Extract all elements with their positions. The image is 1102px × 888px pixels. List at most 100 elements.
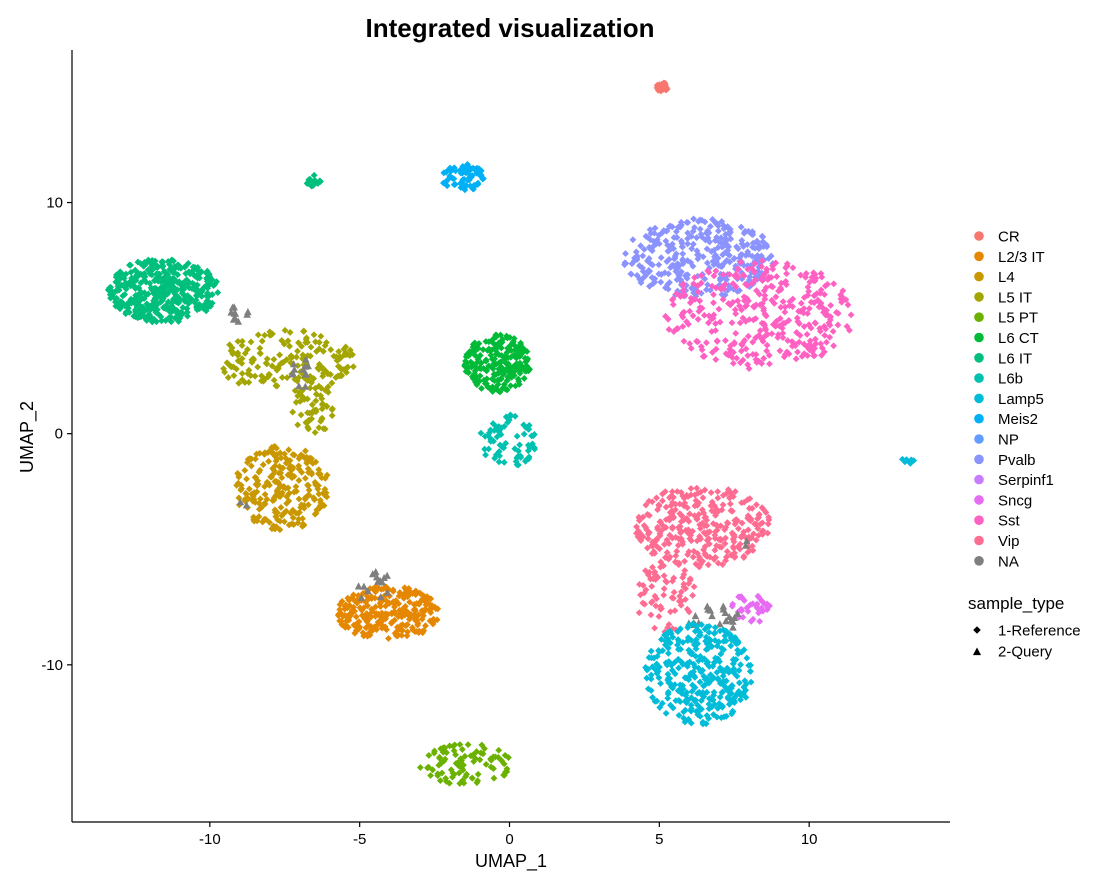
legend-label: Meis2 xyxy=(998,411,1038,428)
shape-legend-marker xyxy=(973,626,981,634)
point-l6-it xyxy=(153,264,161,271)
point-sst xyxy=(834,310,842,317)
point-l6-it xyxy=(184,292,192,299)
point-l6-it xyxy=(137,308,145,315)
point-sst xyxy=(694,315,702,323)
point-l2-3-it xyxy=(426,617,434,625)
point-lamp5 xyxy=(698,621,705,629)
point-sst xyxy=(698,346,706,354)
point-vip xyxy=(675,523,683,531)
point-sst xyxy=(731,306,739,314)
point-vip xyxy=(672,552,680,560)
point-l4 xyxy=(253,488,261,496)
point-l6-it xyxy=(175,298,183,306)
point-lamp5 xyxy=(743,654,751,662)
legend-item-l6-it: L6 IT xyxy=(974,350,1032,367)
point-lamp5 xyxy=(697,697,705,705)
point-lamp5 xyxy=(643,666,651,674)
point-pvalb xyxy=(746,273,754,281)
point-l6-ct xyxy=(479,346,487,353)
point-l2-3-it xyxy=(358,606,366,614)
point-vip xyxy=(651,624,658,632)
point-l2-3-it xyxy=(414,621,422,629)
point-vip xyxy=(648,498,656,506)
point-l5-it xyxy=(319,401,326,409)
point-vip xyxy=(669,577,676,585)
point-sst xyxy=(756,301,764,309)
point-vip xyxy=(714,559,722,567)
point-sst xyxy=(673,325,681,333)
point-sst xyxy=(738,340,745,348)
point-na xyxy=(230,303,238,311)
x-tick-label: 0 xyxy=(505,831,513,848)
point-meis2 xyxy=(479,175,487,183)
point-l4 xyxy=(290,472,298,480)
point-l4 xyxy=(277,464,284,472)
point-sst xyxy=(839,287,847,295)
point-vip xyxy=(731,554,739,561)
point-l6-it xyxy=(169,287,177,295)
point-l5-it xyxy=(327,346,335,354)
point-lamp5 xyxy=(720,677,728,685)
point-l5-it xyxy=(317,332,325,340)
point-pvalb xyxy=(763,241,770,249)
point-l6-it xyxy=(190,281,198,289)
point-l2-3-it xyxy=(345,596,353,604)
point-vip xyxy=(635,517,643,524)
point-pvalb xyxy=(647,236,654,244)
point-pvalb xyxy=(667,244,675,252)
point-l2-3-it xyxy=(389,586,397,594)
point-l6-it xyxy=(167,318,175,326)
point-vip xyxy=(681,557,688,565)
point-vip xyxy=(755,531,763,539)
point-l6b xyxy=(500,458,508,466)
point-pvalb xyxy=(758,252,765,260)
point-sst xyxy=(795,338,803,346)
point-l4 xyxy=(308,470,316,478)
point-l4 xyxy=(293,487,300,495)
point-pvalb xyxy=(707,223,714,230)
point-l2-3-it xyxy=(368,627,376,634)
point-l5-it xyxy=(318,405,326,413)
point-l6-ct xyxy=(492,360,500,368)
point-vip xyxy=(654,506,661,514)
legend-swatch xyxy=(974,251,984,262)
point-l2-3-it xyxy=(403,621,411,628)
point-meis2 xyxy=(450,164,458,172)
point-vip xyxy=(675,597,683,605)
point-pvalb xyxy=(629,236,637,244)
point-lamp5 xyxy=(714,675,722,683)
point-pvalb xyxy=(645,255,653,262)
point-vip xyxy=(678,512,686,520)
point-l6-ct xyxy=(497,344,505,352)
point-cr xyxy=(653,84,661,92)
point-vip xyxy=(662,577,670,585)
point-l5-pt xyxy=(490,774,498,782)
legend-label: NA xyxy=(998,553,1019,570)
point-lamp5 xyxy=(705,705,713,713)
point-l6-it xyxy=(191,285,199,293)
point-vip xyxy=(661,488,669,496)
point-l5-it xyxy=(223,359,231,367)
point-sst xyxy=(800,323,808,330)
point-l6-ct xyxy=(488,346,496,354)
point-l6-it xyxy=(161,267,168,275)
point-l5-pt xyxy=(462,773,469,780)
point-lamp5 xyxy=(682,692,690,699)
cluster-lamp5-22 xyxy=(642,620,755,728)
point-l6b xyxy=(513,432,521,440)
point-na xyxy=(301,362,309,370)
point-l2-3-it xyxy=(396,606,404,614)
point-sst xyxy=(758,257,766,265)
point-lamp5 xyxy=(699,688,707,696)
point-vip xyxy=(640,522,648,529)
point-l6-it xyxy=(147,313,155,321)
point-pvalb xyxy=(688,245,696,253)
point-l5-pt xyxy=(439,744,447,752)
point-na xyxy=(229,315,238,323)
point-pvalb xyxy=(723,256,731,264)
point-l6-it xyxy=(305,180,313,187)
point-sst xyxy=(767,274,775,281)
point-l2-3-it xyxy=(395,592,403,600)
point-vip xyxy=(689,527,696,535)
